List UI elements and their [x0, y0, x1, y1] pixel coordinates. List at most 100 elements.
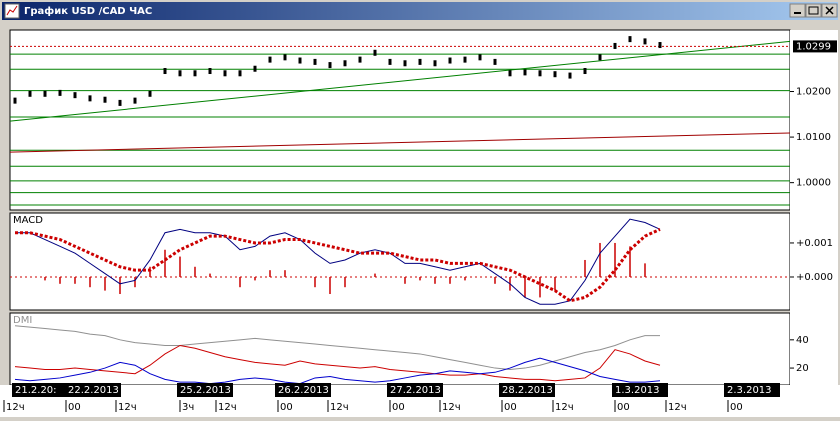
candle — [238, 70, 242, 77]
date-box — [387, 383, 443, 397]
histogram-bar — [449, 276, 451, 284]
date-label: 1.3.2013 — [615, 385, 660, 396]
histogram-bar — [284, 270, 286, 277]
date-label: 27.2.2013 — [390, 385, 441, 396]
histogram-bar — [44, 276, 46, 281]
candle — [403, 60, 407, 67]
histogram-bar — [494, 276, 496, 284]
series-line — [15, 218, 661, 305]
hour-label: 00 — [617, 402, 630, 413]
histogram-bar — [524, 276, 526, 298]
candle — [613, 42, 617, 49]
candle — [508, 70, 512, 77]
candle — [523, 69, 527, 76]
candle — [283, 54, 287, 61]
y-tick-label: 1.0200 — [796, 87, 831, 98]
candle — [568, 72, 572, 79]
y-tick-label: 1.0000 — [796, 178, 831, 189]
histogram-bar — [584, 259, 586, 277]
candle — [643, 38, 647, 45]
candle — [313, 58, 317, 65]
date-label: 25.2.2013 — [180, 385, 231, 396]
last-price-label: 1.0299 — [796, 41, 831, 52]
candle — [328, 62, 332, 69]
date-box — [724, 383, 780, 397]
histogram-bar — [164, 249, 166, 277]
histogram-bar — [89, 276, 91, 288]
histogram-bar — [119, 276, 121, 295]
histogram-bar — [344, 276, 346, 288]
hour-label: 12ч — [442, 402, 461, 413]
title-bar — [2, 2, 838, 20]
candle — [493, 58, 497, 65]
histogram-bar — [134, 276, 136, 288]
candle — [88, 95, 92, 102]
histogram-bar — [554, 276, 556, 291]
histogram-bar — [419, 276, 421, 281]
maximize-glyph — [808, 6, 819, 15]
hour-label: 00 — [504, 402, 517, 413]
panel-title: MACD — [13, 215, 43, 226]
histogram-bar — [464, 276, 466, 281]
candle — [538, 70, 542, 77]
date-label: 26.2.2013 — [278, 385, 329, 396]
price-panel — [9, 29, 791, 211]
histogram-bar — [314, 276, 316, 288]
histogram-bar — [179, 256, 181, 277]
date-label: 2.3.2013 — [727, 385, 772, 396]
candle — [553, 71, 557, 78]
hour-label: 00 — [730, 402, 743, 413]
candle — [298, 57, 302, 64]
series-line — [14, 357, 661, 385]
histogram-bar — [629, 246, 631, 277]
hour-label: 12ч — [330, 402, 349, 413]
date-box — [177, 383, 233, 397]
candle — [433, 60, 437, 67]
minimize-button[interactable] — [789, 3, 806, 18]
series-line — [15, 227, 661, 303]
candle — [223, 70, 227, 77]
window-buttons[interactable] — [789, 3, 838, 18]
histogram-bar — [644, 263, 646, 277]
maximize-button[interactable] — [805, 3, 822, 18]
date-box — [612, 383, 668, 397]
hour-label: 12ч — [118, 402, 137, 413]
histogram-bar — [254, 276, 256, 281]
series-line — [14, 344, 661, 382]
histogram-bar — [539, 276, 541, 298]
date-label: 22.2.2013 — [68, 385, 119, 396]
histogram-bar — [149, 266, 151, 277]
candle — [193, 70, 197, 77]
date-box — [12, 383, 68, 397]
hour-label: 12ч — [668, 402, 687, 413]
y-tick-label: 20 — [796, 363, 809, 374]
value-axis-panel — [790, 30, 838, 385]
candle — [598, 54, 602, 61]
close-glyph — [825, 6, 834, 15]
candle — [178, 70, 182, 77]
y-tick-label: 40 — [796, 335, 809, 346]
date-box — [65, 383, 121, 397]
date-label: 21.2.20: — [15, 385, 57, 396]
y-tick-label: +0.000 — [796, 272, 833, 283]
hour-label: 00 — [280, 402, 293, 413]
y-tick-label: 1.0100 — [796, 132, 831, 143]
hour-label: 12ч — [6, 402, 25, 413]
candle — [163, 68, 167, 75]
candle — [628, 36, 632, 43]
histogram-bar — [209, 273, 211, 277]
histogram-bar — [404, 276, 406, 284]
candle — [373, 49, 377, 56]
candle — [103, 96, 107, 103]
histogram-bar — [374, 273, 376, 277]
last-price-box — [793, 40, 837, 53]
candle — [358, 56, 362, 63]
candle — [43, 90, 47, 97]
trend-line — [9, 132, 791, 153]
histogram-bar — [599, 242, 601, 277]
candle — [583, 68, 587, 75]
candle — [73, 92, 77, 99]
candle — [13, 97, 17, 104]
hour-label: 00 — [392, 402, 405, 413]
